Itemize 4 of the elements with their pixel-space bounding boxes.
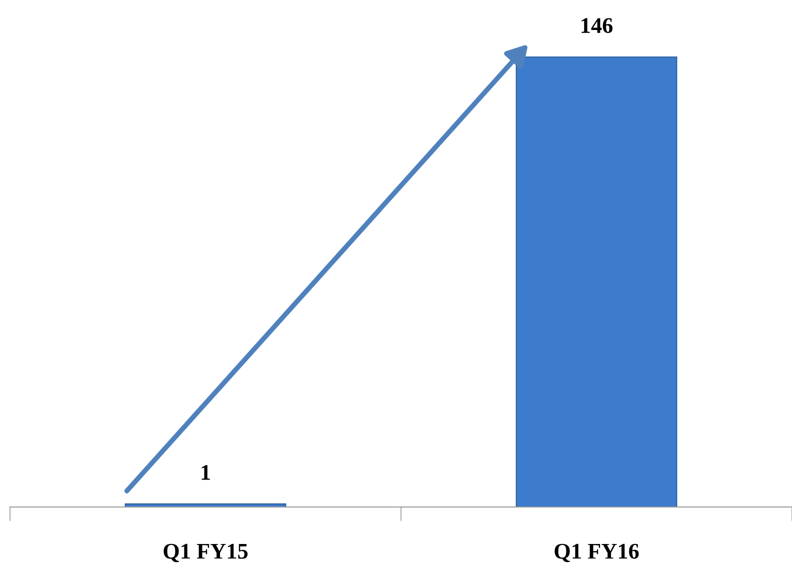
data-label: 146 xyxy=(582,18,613,34)
data-label: 1 xyxy=(202,465,210,480)
x-tick-label: Q1 FY15 xyxy=(164,544,248,562)
x-tick-label: Q1 FY16 xyxy=(554,544,639,562)
